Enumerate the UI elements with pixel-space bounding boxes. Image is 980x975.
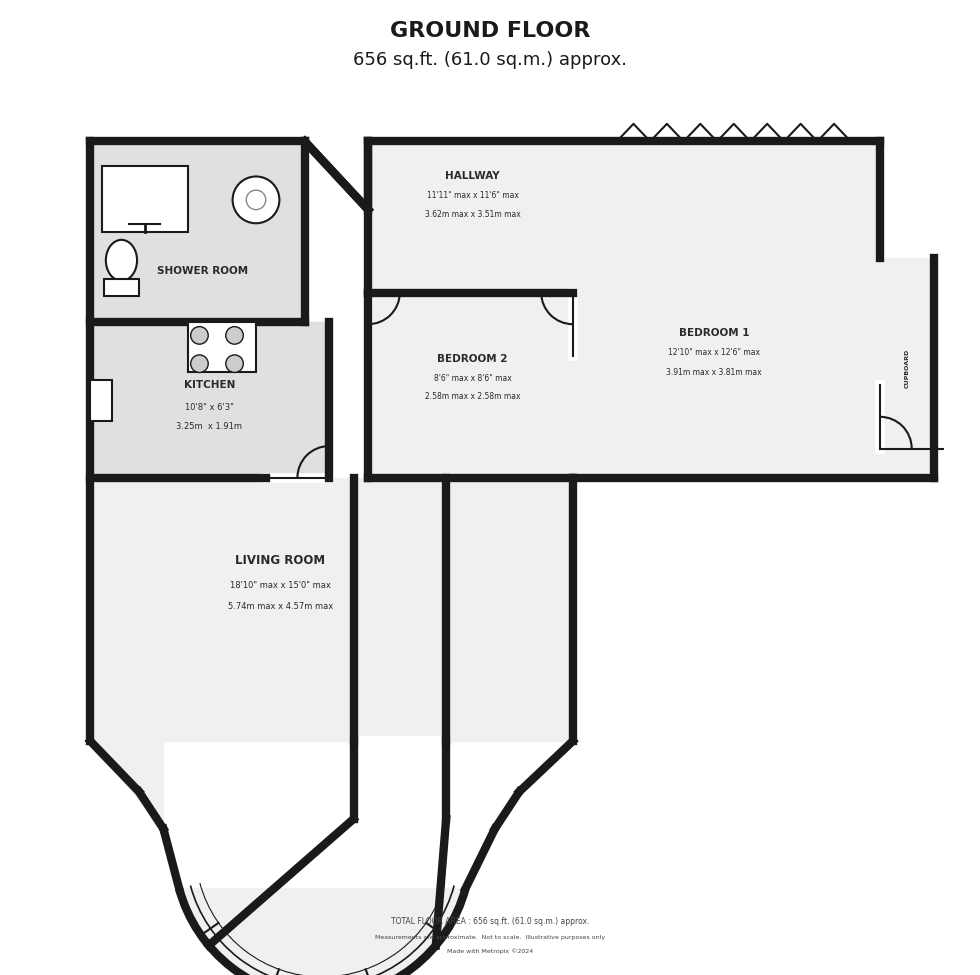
Text: CUPBOARD: CUPBOARD: [905, 349, 909, 388]
Text: 3.91m max x 3.81m max: 3.91m max x 3.81m max: [666, 368, 762, 377]
Circle shape: [225, 355, 243, 372]
Bar: [90, 380, 112, 421]
Circle shape: [232, 176, 279, 223]
Text: Measurements are approximate.  Not to scale.  Illustrative purposes only: Measurements are approximate. Not to sca…: [375, 935, 605, 941]
Text: Made with Metropix ©2024: Made with Metropix ©2024: [447, 949, 533, 955]
Circle shape: [225, 327, 243, 344]
Ellipse shape: [106, 240, 137, 281]
Polygon shape: [90, 141, 305, 322]
Polygon shape: [880, 258, 934, 478]
Text: 10'8" x 6'3": 10'8" x 6'3": [185, 403, 233, 412]
Text: TOTAL FLOOR AREA : 656 sq.ft. (61.0 sq.m.) approx.: TOTAL FLOOR AREA : 656 sq.ft. (61.0 sq.m…: [391, 916, 589, 926]
Text: GROUND FLOOR: GROUND FLOOR: [390, 21, 590, 41]
Polygon shape: [90, 741, 164, 829]
Text: LIVING ROOM: LIVING ROOM: [235, 554, 325, 567]
Text: BEDROOM 2: BEDROOM 2: [437, 354, 508, 364]
Text: SHOWER ROOM: SHOWER ROOM: [157, 266, 248, 276]
Text: 5.74m max x 4.57m max: 5.74m max x 4.57m max: [227, 602, 333, 611]
Text: 8'6" max x 8'6" max: 8'6" max x 8'6" max: [433, 373, 512, 383]
Text: 2.58m max x 2.58m max: 2.58m max x 2.58m max: [424, 392, 520, 402]
Text: 656 sq.ft. (61.0 sq.m.) approx.: 656 sq.ft. (61.0 sq.m.) approx.: [353, 52, 627, 69]
Text: HALLWAY: HALLWAY: [445, 171, 500, 180]
Bar: [102, 166, 188, 232]
Circle shape: [246, 190, 266, 210]
Text: 12'10" max x 12'6" max: 12'10" max x 12'6" max: [668, 348, 760, 358]
Polygon shape: [573, 141, 880, 478]
Polygon shape: [368, 141, 573, 292]
Text: 3.62m max x 3.51m max: 3.62m max x 3.51m max: [424, 210, 520, 219]
Circle shape: [191, 355, 208, 372]
Polygon shape: [90, 322, 329, 478]
Polygon shape: [179, 888, 466, 975]
Bar: [104, 279, 139, 296]
Text: KITCHEN: KITCHEN: [183, 380, 235, 390]
Polygon shape: [90, 478, 573, 741]
Circle shape: [191, 327, 208, 344]
Bar: [188, 322, 256, 372]
Text: 11'11" max x 11'6" max: 11'11" max x 11'6" max: [426, 191, 518, 201]
Text: 3.25m  x 1.91m: 3.25m x 1.91m: [176, 421, 242, 431]
Text: 18'10" max x 15'0" max: 18'10" max x 15'0" max: [230, 580, 331, 590]
Text: BEDROOM 1: BEDROOM 1: [679, 329, 750, 338]
Polygon shape: [90, 741, 164, 829]
Polygon shape: [368, 292, 573, 478]
